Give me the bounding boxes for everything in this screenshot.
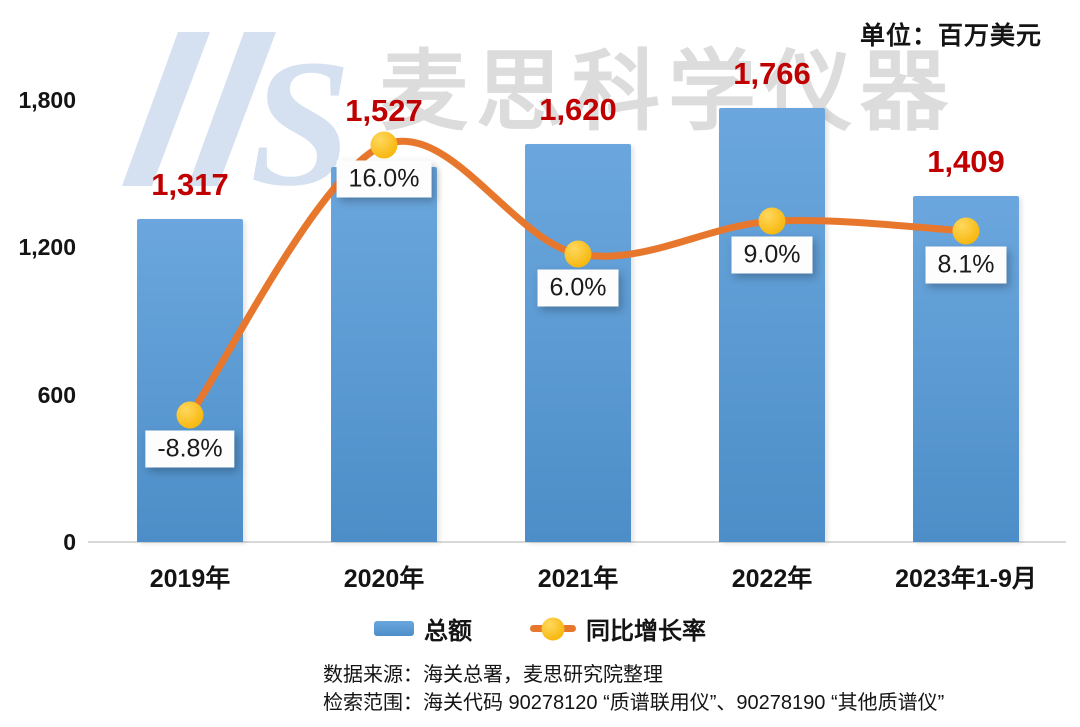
line-swatch-icon [530, 617, 576, 640]
logo-s-glyph: S [250, 26, 351, 192]
bar [137, 218, 243, 542]
growth-marker-dot [370, 131, 398, 159]
growth-rate-label: 6.0% [537, 269, 619, 307]
footer-notes: 数据来源：海关总署，麦思研究院整理 检索范围：海关代码 90278120 “质谱… [323, 661, 944, 717]
bar-value-label: 1,766 [733, 56, 811, 92]
growth-marker-dot [564, 240, 592, 268]
x-axis-label: 2020年 [343, 565, 425, 593]
legend-item-total: 总额 [374, 611, 472, 646]
legend: 总额 同比增长率 [0, 611, 1080, 646]
data-source-note: 数据来源：海关总署，麦思研究院整理 [323, 664, 663, 686]
y-axis-tick: 0 [63, 529, 76, 555]
x-axis-label: 2019年 [149, 565, 231, 593]
bar [525, 144, 631, 542]
x-axis-line [88, 541, 1066, 543]
growth-line-path [186, 137, 970, 419]
bar-value-label: 1,527 [345, 93, 423, 128]
logo-stroke [188, 32, 276, 186]
growth-rate-label: 9.0% [731, 236, 813, 274]
y-axis-tick: 1,200 [18, 234, 76, 261]
bar-swatch-icon [374, 621, 414, 636]
bar-value-label: 1,620 [539, 92, 617, 128]
legend-growth-label: 同比增长率 [586, 618, 706, 645]
ms-logo-watermark: S [122, 26, 351, 192]
x-axis-label: 2021年 [537, 565, 619, 593]
growth-rate-label: 8.1% [925, 246, 1007, 284]
legend-item-growth: 同比增长率 [530, 611, 706, 646]
growth-rate-label: -8.8% [145, 430, 235, 468]
y-axis-tick: 1,800 [18, 87, 76, 113]
unit-label: 单位：百万美元 [859, 22, 1042, 50]
legend-total-label: 总额 [424, 618, 472, 645]
logo-stroke [122, 32, 210, 186]
x-axis-label: 2022年 [731, 565, 813, 593]
growth-rate-label: 16.0% [336, 160, 432, 198]
growth-marker-dot [176, 401, 204, 429]
marker-dot-icon [541, 617, 565, 640]
y-axis-tick: 600 [37, 381, 76, 408]
bar [331, 167, 437, 542]
search-scope-note: 检索范围：海关代码 90278120 “质谱联用仪”、90278190 “其他质… [323, 692, 945, 714]
bar-value-label: 1,317 [151, 166, 229, 202]
brand-watermark: 麦思科学仪器 [380, 42, 957, 141]
bar-value-label: 1,409 [927, 144, 1005, 179]
growth-marker-dot [758, 207, 786, 235]
x-axis-label: 2023年1-9月 [895, 565, 1037, 593]
bar [719, 108, 825, 542]
growth-marker-dot [952, 217, 980, 245]
